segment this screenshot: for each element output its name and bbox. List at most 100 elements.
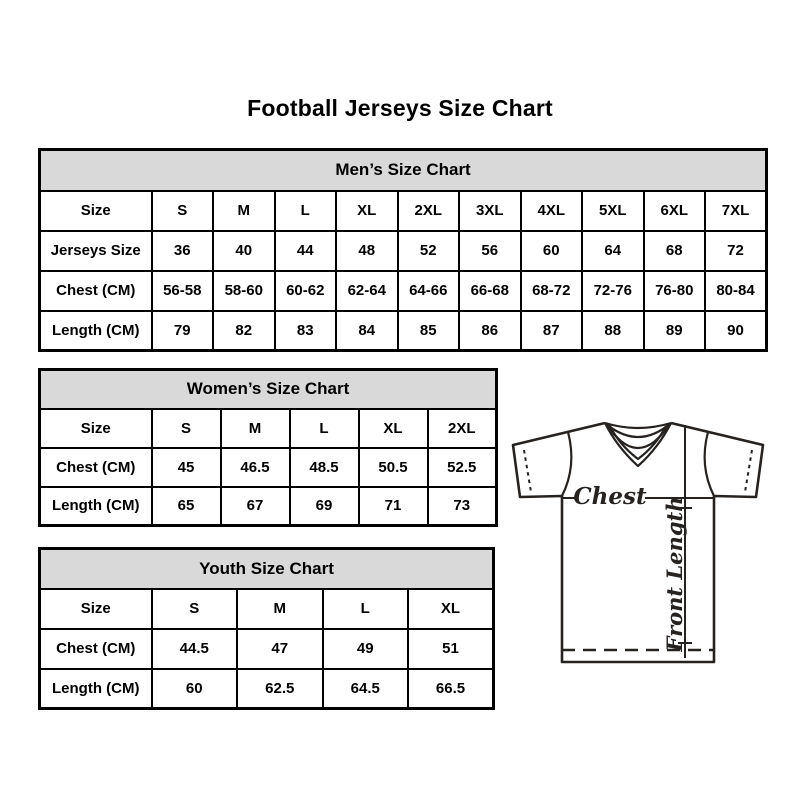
column-header-cell: XL: [407, 587, 495, 630]
youth-size-table: Youth Size Chart Size S M L XL Chest (CM) 44.5…: [38, 547, 496, 710]
collar-top-arc: [604, 421, 672, 430]
row-header-cell: Size: [38, 407, 153, 449]
jersey-measurement-diagram: Chest Front Length: [511, 421, 765, 664]
column-header-cell: S: [150, 189, 214, 232]
left-sleeve-dashed-line: [523, 449, 532, 493]
table-title-row: Men’s Size Chart: [38, 148, 768, 192]
table-cell: 64-66: [396, 269, 460, 312]
table-cell: 67: [219, 485, 291, 527]
table-cell: 36: [150, 229, 214, 272]
row-header-cell: Size: [38, 189, 153, 232]
table-cell: 52.5: [426, 446, 498, 488]
table-cell: 56: [458, 229, 522, 272]
table-cell: 50.5: [357, 446, 429, 488]
table-cell: 44: [273, 229, 337, 272]
left-armhole-seam: [561, 431, 573, 497]
table-cell: 80-84: [704, 269, 768, 312]
row-header-cell: Chest (CM): [38, 627, 153, 670]
table-cell: 84: [335, 309, 399, 352]
table-cell: 72: [704, 229, 768, 272]
table-row: Length (CM) 65 67 69 71 73: [38, 485, 498, 527]
column-header-cell: M: [219, 407, 291, 449]
table-cell: 58-60: [212, 269, 276, 312]
vneck-inner-line: [609, 425, 667, 461]
table-cell: 45: [150, 446, 222, 488]
table-row: Size S M L XL 2XL: [38, 407, 498, 449]
table-cell: 73: [426, 485, 498, 527]
table-cell: 52: [396, 229, 460, 272]
table-row: Length (CM) 60 62.5 64.5 66.5: [38, 667, 495, 710]
table-cell: 62.5: [236, 667, 324, 710]
jersey-outline: [511, 421, 765, 664]
table-cell: 65: [150, 485, 222, 527]
womens-size-table: Women’s Size Chart Size S M L XL 2XL Chest (CM…: [38, 368, 499, 527]
table-cell: 56-58: [150, 269, 214, 312]
womens-table-title: Women’s Size Chart: [38, 368, 498, 410]
row-header-cell: Chest (CM): [38, 269, 153, 312]
table-cell: 46.5: [219, 446, 291, 488]
table-cell: 64.5: [321, 667, 409, 710]
table-cell: 86: [458, 309, 522, 352]
table-row: Chest (CM) 45 46.5 48.5 50.5 52.5: [38, 446, 498, 488]
column-header-cell: 3XL: [458, 189, 522, 232]
table-cell: 47: [236, 627, 324, 670]
row-header-cell: Size: [38, 587, 153, 630]
page-title: Football Jerseys Size Chart: [247, 95, 553, 121]
table-cell: 62-64: [335, 269, 399, 312]
table-title-row: Youth Size Chart: [38, 547, 495, 590]
table-cell: 48: [335, 229, 399, 272]
table-row: Size S M L XL 2XL 3XL 4XL 5XL 6XL 7XL: [38, 189, 768, 232]
table-row: Chest (CM) 44.5 47 49 51: [38, 627, 495, 670]
mens-size-table: Men’s Size Chart Size S M L XL 2XL 3XL 4XL 5XL 6X…: [38, 148, 769, 352]
front-length-label: Front Length: [662, 497, 687, 653]
table-cell: 68: [642, 229, 706, 272]
table-cell: 76-80: [642, 269, 706, 312]
column-header-cell: S: [150, 407, 222, 449]
column-header-cell: 6XL: [642, 189, 706, 232]
table-cell: 66-68: [458, 269, 522, 312]
table-cell: 69: [288, 485, 360, 527]
table-cell: 60: [519, 229, 583, 272]
mens-table-title: Men’s Size Chart: [38, 148, 768, 192]
table-cell: 79: [150, 309, 214, 352]
table-cell: 87: [519, 309, 583, 352]
row-header-cell: Chest (CM): [38, 446, 153, 488]
table-cell: 40: [212, 229, 276, 272]
row-header-cell: Length (CM): [38, 309, 153, 352]
table-cell: 85: [396, 309, 460, 352]
table-cell: 72-76: [581, 269, 645, 312]
table-cell: 88: [581, 309, 645, 352]
column-header-cell: L: [321, 587, 409, 630]
chest-label: Chest: [573, 483, 647, 510]
table-cell: 60-62: [273, 269, 337, 312]
table-title-row: Women’s Size Chart: [38, 368, 498, 410]
table-row: Chest (CM) 56-58 58-60 60-62 62-64 64-66 66-68…: [38, 269, 768, 312]
column-header-cell: L: [288, 407, 360, 449]
row-header-cell: Jerseys Size: [38, 229, 153, 272]
table-cell: 66.5: [407, 667, 495, 710]
table-cell: 48.5: [288, 446, 360, 488]
table-cell: 68-72: [519, 269, 583, 312]
table-cell: 51: [407, 627, 495, 670]
vneck-outer-line: [604, 422, 672, 468]
column-header-cell: XL: [357, 407, 429, 449]
row-header-cell: Length (CM): [38, 485, 153, 527]
table-cell: 44.5: [150, 627, 238, 670]
table-row: Jerseys Size 36 40 44 48 52 56 60 64 68 72: [38, 229, 768, 272]
column-header-cell: 4XL: [519, 189, 583, 232]
table-row: Length (CM) 79 82 83 84 85 86 87 88 89 90: [38, 309, 768, 352]
column-header-cell: L: [273, 189, 337, 232]
column-header-cell: 5XL: [581, 189, 645, 232]
right-armhole-seam: [703, 431, 715, 497]
column-header-cell: 7XL: [704, 189, 768, 232]
table-cell: 89: [642, 309, 706, 352]
column-header-cell: 2XL: [426, 407, 498, 449]
youth-table-title: Youth Size Chart: [38, 547, 495, 590]
row-header-cell: Length (CM): [38, 667, 153, 710]
table-cell: 83: [273, 309, 337, 352]
table-cell: 64: [581, 229, 645, 272]
right-sleeve-dashed-line: [744, 449, 753, 493]
column-header-cell: M: [236, 587, 324, 630]
table-row: Size S M L XL: [38, 587, 495, 630]
column-header-cell: XL: [335, 189, 399, 232]
